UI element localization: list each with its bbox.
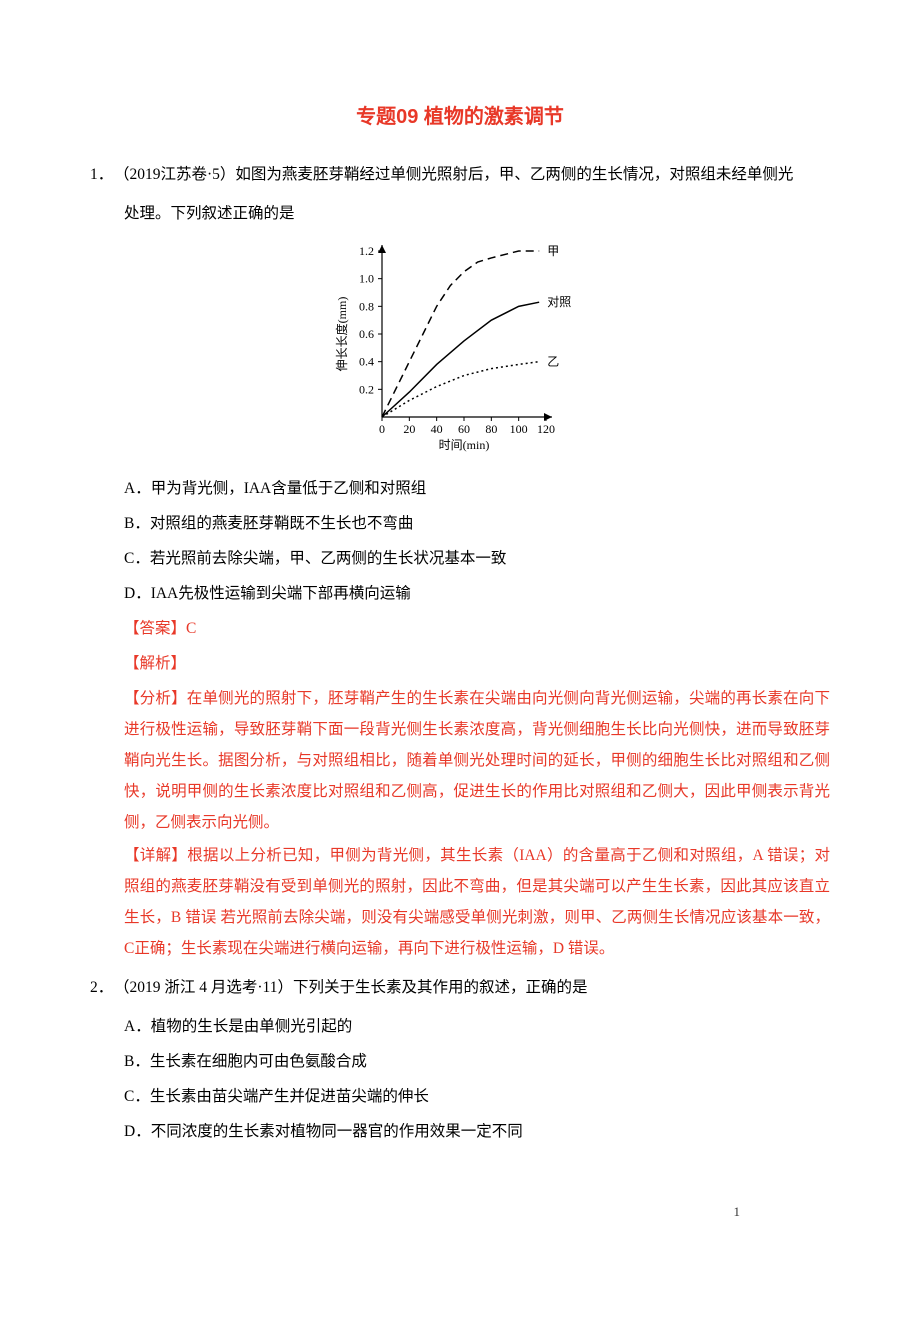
line-chart: 0 20 40 60 80 100 120 0.2 0.4 0.6 0.8 1.0 1.2 时间(min)… (330, 237, 590, 457)
svg-text:100: 100 (510, 422, 528, 436)
q2-option-a: A．植物的生长是由单侧光引起的 (90, 1011, 830, 1042)
q1-stem-line2: 处理。下列叙述正确的是 (90, 198, 830, 229)
q1-jiexi-label: 【解析】 (90, 648, 830, 679)
q2-stem-line: 2． （2019 浙江 4 月选考·11）下列关于生长素及其作用的叙述，正确的是 (90, 972, 830, 1003)
q1-answer: 【答案】C (90, 613, 830, 644)
svg-text:甲: 甲 (547, 244, 559, 258)
svg-text:40: 40 (431, 422, 443, 436)
q1-option-a: A．甲为背光侧，IAA含量低于乙侧和对照组 (90, 473, 830, 504)
svg-text:0: 0 (379, 422, 385, 436)
q1-fenxi: 【分析】在单侧光的照射下，胚芽鞘产生的生长素在尖端由向光侧向背光侧运输，尖端的再… (90, 683, 830, 838)
page-number: 1 (734, 1204, 741, 1220)
svg-text:60: 60 (458, 422, 470, 436)
chart-svg: 0 20 40 60 80 100 120 0.2 0.4 0.6 0.8 1.0 1.2 时间(min)… (330, 237, 590, 457)
question-1: 1． （2019江苏卷·5）如图为燕麦胚芽鞘经过单侧光照射后，甲、乙两侧的生长情… (90, 159, 830, 964)
q1-option-c: C．若光照前去除尖端，甲、乙两侧的生长状况基本一致 (90, 543, 830, 574)
svg-text:20: 20 (403, 422, 415, 436)
q1-option-b: B．对照组的燕麦胚芽鞘既不生长也不弯曲 (90, 508, 830, 539)
svg-text:0.4: 0.4 (359, 355, 374, 369)
chart-container: 0 20 40 60 80 100 120 0.2 0.4 0.6 0.8 1.0 1.2 时间(min)… (90, 237, 830, 457)
svg-text:80: 80 (485, 422, 497, 436)
q1-xiangjie: 【详解】根据以上分析已知，甲侧为背光侧，其生长素（IAA）的含量高于乙侧和对照组… (90, 840, 830, 964)
q1-option-d: D．IAA先极性运输到尖端下部再横向运输 (90, 578, 830, 609)
svg-text:时间(min): 时间(min) (439, 438, 490, 452)
q2-option-b: B．生长素在细胞内可由色氨酸合成 (90, 1046, 830, 1077)
svg-text:伸长长度(mm): 伸长长度(mm) (334, 297, 349, 372)
page-title: 专题09 植物的激素调节 (90, 100, 830, 129)
q1-stem-text-1: （2019江苏卷·5）如图为燕麦胚芽鞘经过单侧光照射后，甲、乙两侧的生长情况，对… (114, 159, 830, 190)
q2-option-d: D．不同浓度的生长素对植物同一器官的作用效果一定不同 (90, 1116, 830, 1147)
question-2: 2． （2019 浙江 4 月选考·11）下列关于生长素及其作用的叙述，正确的是… (90, 972, 830, 1147)
q1-stem-line1: 1． （2019江苏卷·5）如图为燕麦胚芽鞘经过单侧光照射后，甲、乙两侧的生长情… (90, 159, 830, 190)
svg-text:对照: 对照 (547, 295, 571, 309)
svg-text:0.2: 0.2 (359, 382, 374, 396)
q2-stem-text: （2019 浙江 4 月选考·11）下列关于生长素及其作用的叙述，正确的是 (114, 972, 830, 1003)
svg-text:120: 120 (537, 422, 555, 436)
svg-text:1.2: 1.2 (359, 244, 374, 258)
svg-text:乙: 乙 (547, 355, 559, 369)
page-container: 专题09 植物的激素调节 1． （2019江苏卷·5）如图为燕麦胚芽鞘经过单侧光… (90, 100, 830, 1260)
q1-number: 1． (90, 159, 114, 190)
svg-text:1.0: 1.0 (359, 272, 374, 286)
q2-number: 2． (90, 972, 114, 1003)
svg-text:0.8: 0.8 (359, 299, 374, 313)
svg-text:0.6: 0.6 (359, 327, 374, 341)
q2-option-c: C．生长素由苗尖端产生并促进苗尖端的伸长 (90, 1081, 830, 1112)
